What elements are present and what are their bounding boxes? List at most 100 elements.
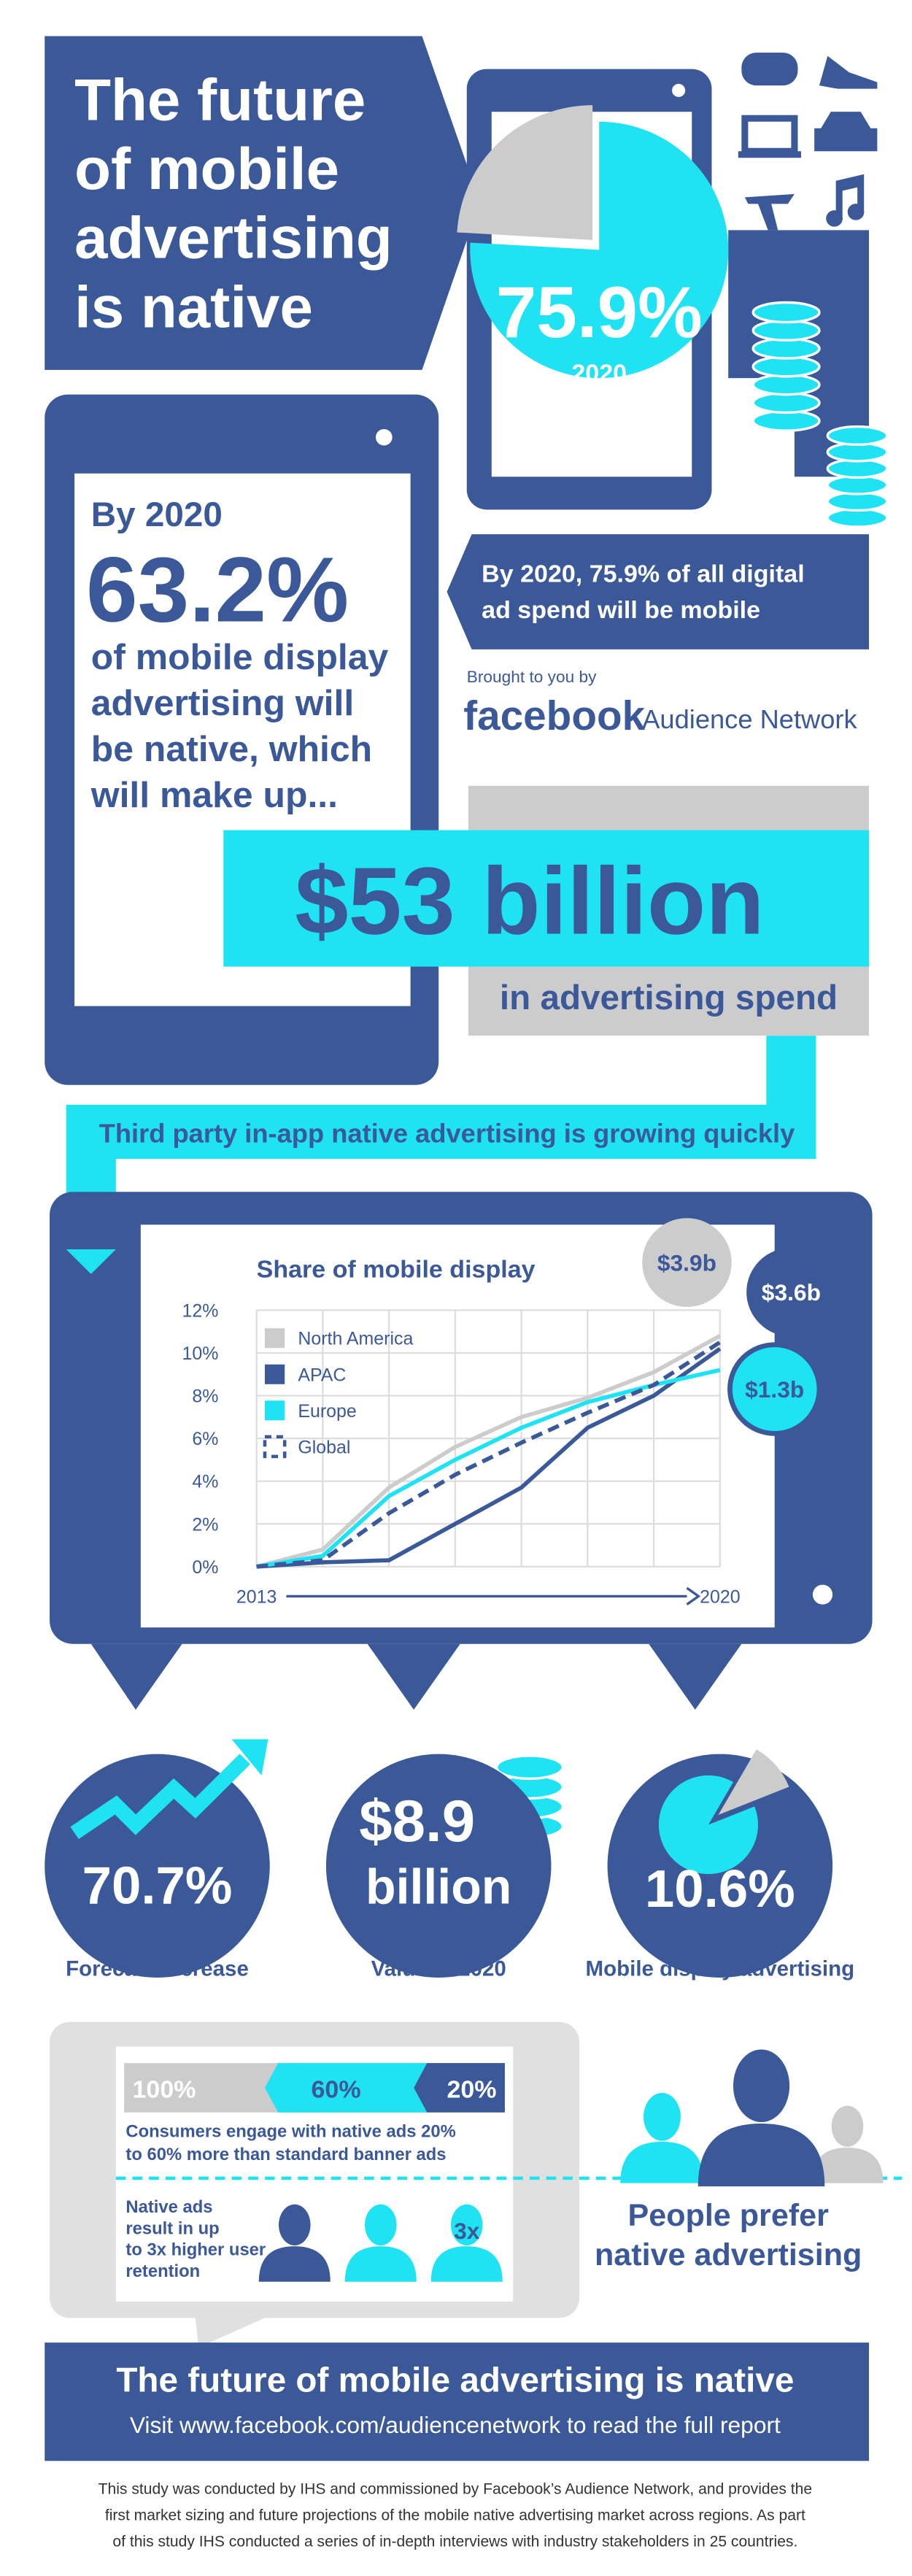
bar-60 (264, 2063, 428, 2113)
chart-title: Share of mobile display (257, 1255, 536, 1283)
native-label: 63.2% (86, 538, 349, 641)
connector-arrow (66, 1249, 116, 1274)
coin (751, 391, 821, 414)
pie-rest (457, 105, 593, 240)
footer-note: first market sizing and future projectio… (105, 2507, 805, 2523)
footer-title: The future of mobile advertising is nati… (116, 2361, 794, 2400)
legend-label: North America (298, 1329, 413, 1349)
footer-link: Visit www.facebook.com/audiencenetwork t… (130, 2412, 781, 2438)
person-body (620, 2141, 704, 2183)
icon-car (814, 112, 878, 152)
x-tick-label: 2013 (236, 1586, 277, 1607)
spend: $53 billion (295, 847, 764, 954)
y-tick-label: 10% (182, 1343, 219, 1364)
pointer (649, 1643, 742, 1710)
native-line: of mobile display (91, 636, 389, 677)
coin (751, 337, 821, 360)
title-line: is native (74, 274, 313, 341)
callout-label: $3.6b (762, 1279, 821, 1306)
y-tick-label: 8% (192, 1387, 218, 1407)
stat-label: $8.9 (359, 1788, 475, 1854)
coin (826, 425, 889, 447)
title-box (45, 36, 480, 370)
callout-bubble (642, 1218, 732, 1307)
pie-year: 2020 (571, 360, 627, 387)
bar-label: 20% (447, 2076, 496, 2104)
native-line: will make up... (90, 774, 338, 815)
footer-band (45, 2342, 870, 2461)
footer-note: This study was conducted by IHS and comm… (98, 2480, 812, 2497)
person-head (733, 2049, 790, 2123)
connector (66, 1036, 816, 1266)
bar-label: 100% (132, 2076, 196, 2104)
icon-gamepad (741, 53, 798, 86)
icon-laptop-base (738, 151, 802, 158)
callout-bubble (727, 1342, 822, 1436)
legend-label: Europe (298, 1401, 356, 1422)
person-body (258, 2246, 331, 2282)
series-line (256, 1368, 721, 1569)
stat-label: 10.6% (645, 1860, 795, 1918)
people-line: native advertising (595, 2237, 862, 2272)
pointers (90, 1643, 742, 1710)
growth-banner: Third party in-app native advertising is… (99, 1119, 795, 1149)
growth-arrow-head (231, 1739, 268, 1775)
person-body (697, 2123, 825, 2187)
icon-music (826, 174, 865, 227)
title-line: The future (74, 67, 366, 134)
phone-camera (672, 83, 686, 97)
pie-label: 75.9% (496, 272, 703, 353)
legend-swatch (264, 1400, 285, 1421)
spend-caption: in advertising spend (500, 979, 838, 1017)
coin (751, 301, 821, 324)
sponsor-intro: Brought to you by (467, 668, 597, 686)
pointer (90, 1643, 182, 1710)
coin (751, 355, 821, 378)
legend-label: APAC (298, 1365, 346, 1385)
pie-rest (658, 1775, 759, 1875)
series-line (256, 1346, 722, 1569)
sponsor-product: Audience Network (642, 704, 857, 734)
callout-label: $1.3b (745, 1376, 804, 1403)
engagement-line: Consumers engage with native ads 20% (125, 2123, 455, 2142)
pie-slice (470, 121, 729, 379)
native-line: be native, which (91, 728, 372, 769)
legend-label: Global (298, 1437, 350, 1457)
engagement-line: to 60% more than standard banner ads (125, 2145, 446, 2164)
callout-label: $3.9b (657, 1249, 716, 1276)
callout-bubble (746, 1247, 836, 1337)
pointer (367, 1643, 460, 1710)
caption-line: By 2020, 75.9% of all digital (482, 560, 805, 588)
icon-laptop (741, 115, 798, 155)
legend-swatch (264, 1328, 285, 1349)
footer-note: of this study IHS conducted a series of … (112, 2534, 797, 2550)
x-tick-label: 2020 (700, 1586, 741, 1607)
stat-label: billion (366, 1860, 511, 1915)
person-head (644, 2092, 681, 2141)
icon-shoe (819, 55, 878, 89)
person-head (450, 2204, 483, 2246)
title-line: advertising (74, 205, 393, 271)
y-tick-label: 2% (192, 1514, 218, 1535)
legend-swatch (264, 1364, 285, 1384)
legend-swatch (263, 1435, 287, 1459)
person-body (811, 2147, 884, 2183)
coin (751, 373, 821, 396)
pie-slice (718, 1749, 789, 1815)
stat-label: 70.7% (82, 1857, 233, 1916)
multiplier: 3x (454, 2218, 480, 2244)
series-line (256, 1340, 722, 1569)
person-body (430, 2246, 503, 2282)
person-head (365, 2204, 397, 2246)
y-tick-label: 6% (192, 1429, 218, 1449)
growth-arrow (70, 1754, 250, 1840)
person-head (279, 2204, 311, 2246)
native-intro: By 2020 (91, 495, 223, 534)
series-line (255, 1334, 722, 1569)
phone-left-camera (375, 428, 393, 446)
stat-circle (325, 1754, 552, 1978)
person-body (344, 2246, 417, 2282)
person-head (831, 2105, 864, 2147)
spend-cyan-box (223, 830, 870, 967)
